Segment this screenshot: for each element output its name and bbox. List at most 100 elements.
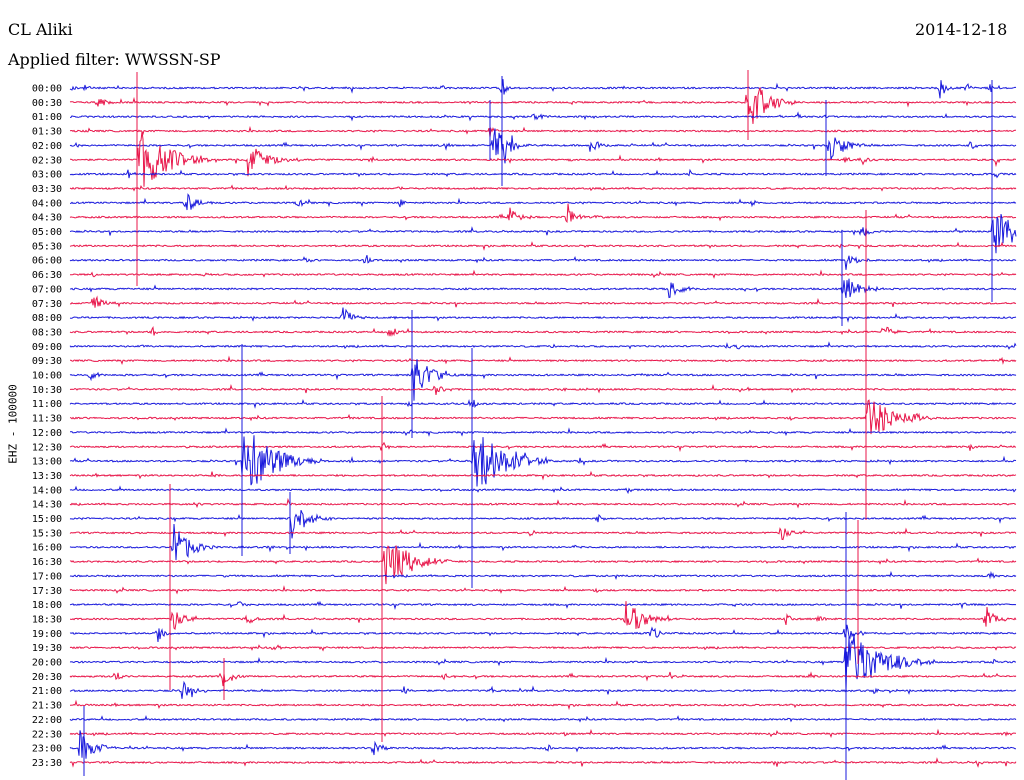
time-label: 05:00 [32,227,62,238]
trace-line [69,383,1016,395]
time-label: 01:00 [32,112,62,123]
trace-line [69,168,1017,179]
trace-line [70,111,1017,122]
trace-line [69,184,1017,192]
trace-line [69,399,1017,409]
trace-line [69,278,1017,299]
trace-line [69,241,1017,251]
time-label: 11:30 [32,414,62,425]
time-label: 09:30 [32,356,62,367]
trace-line [69,644,1017,652]
trace-line [69,213,1017,254]
trace-line [69,497,1017,509]
trace-line [69,680,1016,699]
trace-line [69,295,1017,308]
trace-line [69,325,1017,337]
time-label: 17:00 [32,571,62,582]
time-label: 02:00 [32,141,62,152]
time-label: 08:30 [32,327,62,338]
trace-line [70,355,1017,365]
trace-line [69,435,1017,487]
time-label: 01:30 [32,127,62,138]
time-label: 20:30 [32,672,62,683]
time-label: 02:30 [32,155,62,166]
station-name: CL Aliki [8,20,73,39]
trace-line [69,203,1017,223]
trace-line [69,715,1017,723]
trace-line [69,570,1017,580]
time-label: 03:30 [32,184,62,195]
time-label: 03:00 [32,170,62,181]
time-label: 23:00 [32,744,62,755]
trace-line [69,545,1017,585]
time-label: 16:00 [32,543,62,554]
time-label: 12:00 [32,428,62,439]
trace-line [69,671,1017,687]
time-label: 16:30 [32,557,62,568]
time-label: 04:30 [32,213,62,224]
trace-line [69,485,1017,495]
time-label: 17:30 [32,586,62,597]
time-label: 14:00 [32,485,62,496]
time-label: 23:30 [32,758,62,769]
trace-line [69,600,1017,610]
time-label: 20:00 [32,658,62,669]
trace-line [69,757,1017,768]
trace-line [70,131,1017,187]
time-label: 07:30 [32,299,62,310]
time-label: 13:00 [32,457,62,468]
time-label: 15:00 [32,514,62,525]
trace-line [69,255,1017,270]
trace-line [69,527,1017,541]
trace-line [69,441,1017,453]
trace-group [69,70,1017,780]
trace-line [69,470,1017,481]
time-label: 06:30 [32,270,62,281]
time-label: 21:30 [32,701,62,712]
time-label: 00:00 [32,84,62,95]
time-label: 13:30 [32,471,62,482]
record-date: 2014-12-18 [915,20,1008,39]
trace-line [69,269,1017,279]
time-label: 05:30 [32,241,62,252]
time-label: 15:30 [32,528,62,539]
time-label: 19:30 [32,643,62,654]
time-label: 00:30 [32,98,62,109]
trace-line [69,634,1016,692]
trace-line [69,730,1016,759]
trace-line [69,125,1016,138]
time-label: 21:00 [32,686,62,697]
time-label: 18:30 [32,614,62,625]
trace-line [69,399,1017,435]
time-label: 08:00 [32,313,62,324]
trace-line [69,128,1017,164]
time-label: 22:00 [32,715,62,726]
time-label: 14:30 [32,500,62,511]
time-label-group: 00:00 00:30 01:00 01:30 02:00 02:30 03:00 03:30… [32,84,62,769]
time-label: 18:00 [32,600,62,611]
trace-line [69,699,1017,711]
time-label: 04:00 [32,198,62,209]
trace-line [69,728,1017,739]
trace-line [70,193,1017,211]
time-label: 06:00 [32,256,62,267]
time-label: 10:30 [32,385,62,396]
trace-line [69,427,1017,437]
trace-line [69,523,1016,561]
filter-label: Applied filter: WWSSN-SP [8,50,221,69]
time-label: 22:30 [32,729,62,740]
trace-line [69,307,1017,323]
trace-line [69,79,1017,99]
time-label: 07:00 [32,284,62,295]
trace-line [69,87,1017,124]
time-label: 19:00 [32,629,62,640]
trace-line [69,510,1017,539]
time-label: 11:00 [32,399,62,410]
time-label: 09:00 [32,342,62,353]
trace-line [69,624,1017,643]
trace-line [69,341,1017,350]
time-label: 12:30 [32,442,62,453]
trace-line [69,359,1017,401]
time-label: 10:00 [32,371,62,382]
